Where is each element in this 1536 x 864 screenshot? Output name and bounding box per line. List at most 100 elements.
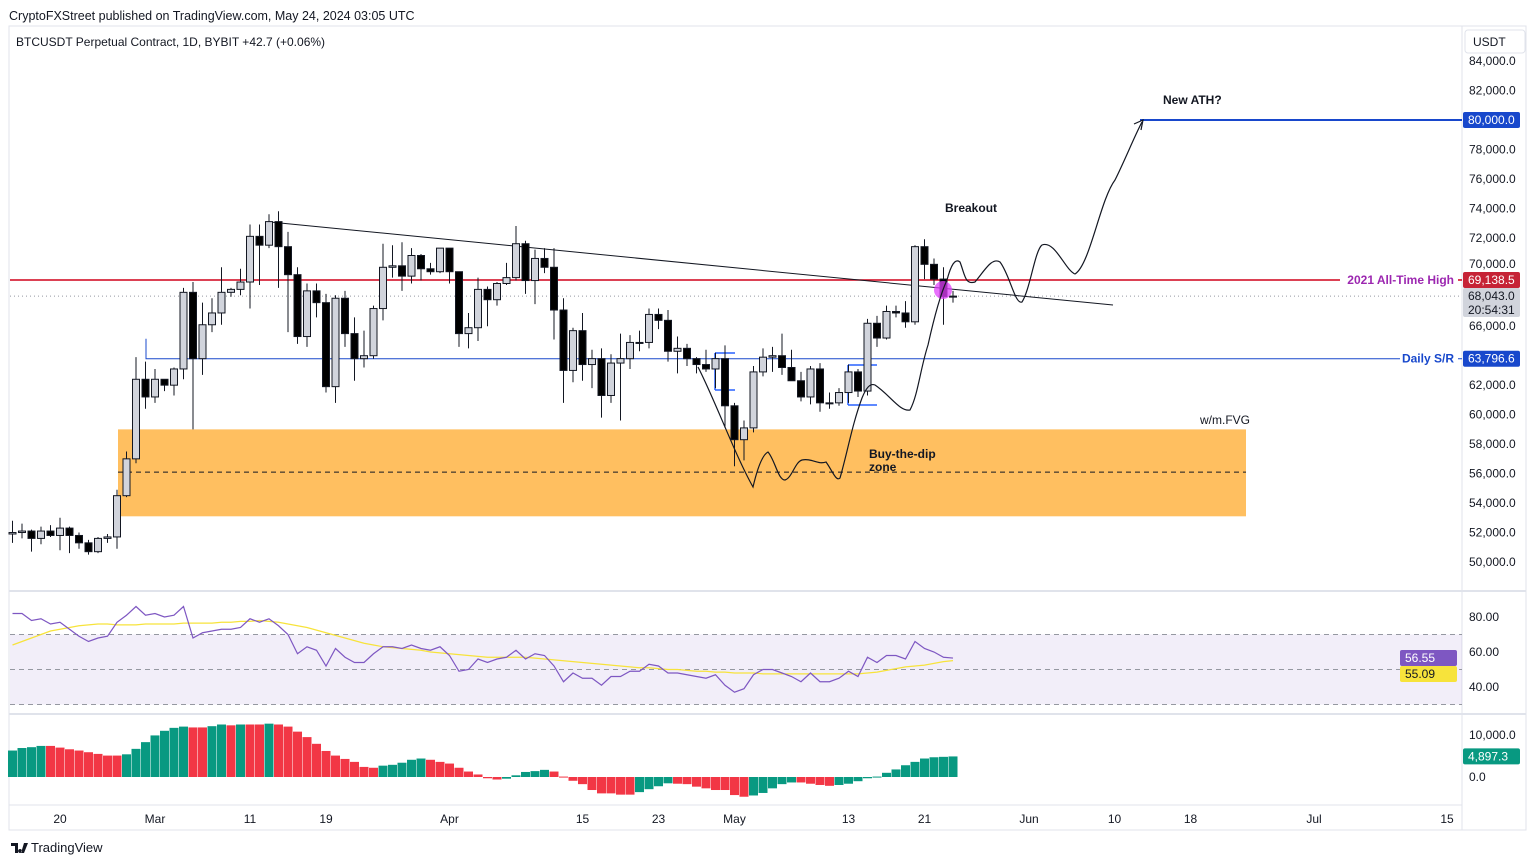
- candle[interactable]: [882, 305, 891, 340]
- candle[interactable]: [873, 315, 881, 347]
- candle[interactable]: [113, 489, 121, 549]
- candle[interactable]: [398, 242, 406, 291]
- candle[interactable]: [8, 520, 17, 543]
- candle[interactable]: [179, 287, 188, 380]
- candle[interactable]: [170, 367, 178, 396]
- candle[interactable]: [322, 293, 330, 393]
- candle[interactable]: [37, 526, 45, 545]
- candle[interactable]: [863, 318, 872, 396]
- candle[interactable]: [835, 388, 843, 406]
- candle[interactable]: [597, 348, 606, 418]
- candle[interactable]: [265, 214, 273, 249]
- candle[interactable]: [369, 305, 378, 359]
- candle[interactable]: [293, 267, 302, 344]
- candle[interactable]: [56, 517, 64, 551]
- candle[interactable]: [797, 371, 805, 402]
- candle[interactable]: [787, 349, 796, 382]
- candle[interactable]: [46, 525, 55, 537]
- candle[interactable]: [844, 364, 853, 403]
- candle[interactable]: [901, 301, 910, 328]
- candle[interactable]: [474, 277, 482, 341]
- candle[interactable]: [303, 283, 311, 347]
- candle[interactable]: [284, 231, 292, 333]
- candle[interactable]: [920, 239, 929, 280]
- candle[interactable]: [949, 290, 957, 303]
- candle[interactable]: [426, 262, 435, 275]
- candle[interactable]: [160, 378, 169, 392]
- candle[interactable]: [18, 523, 26, 539]
- candle[interactable]: [274, 211, 283, 288]
- rsi-ma-line[interactable]: [12, 619, 954, 675]
- candle[interactable]: [683, 343, 691, 367]
- candle[interactable]: [607, 354, 615, 403]
- candle[interactable]: [521, 240, 530, 294]
- candle[interactable]: [559, 298, 568, 403]
- buy-the-dip-zone[interactable]: [118, 429, 1246, 517]
- candle[interactable]: [616, 333, 625, 421]
- candle[interactable]: [141, 361, 150, 409]
- candle[interactable]: [502, 262, 511, 285]
- candle[interactable]: [236, 268, 245, 296]
- candle[interactable]: [360, 330, 368, 368]
- candle[interactable]: [673, 336, 682, 374]
- candle[interactable]: [654, 308, 663, 330]
- candle[interactable]: [84, 539, 93, 555]
- candle[interactable]: [255, 224, 264, 285]
- candle[interactable]: [702, 349, 710, 372]
- projected-price-path[interactable]: [697, 121, 1143, 489]
- candle[interactable]: [692, 357, 701, 374]
- descending-trendline[interactable]: [269, 221, 1114, 306]
- candle[interactable]: [493, 282, 501, 306]
- candle[interactable]: [417, 254, 425, 281]
- candle[interactable]: [341, 290, 349, 347]
- candle[interactable]: [388, 245, 397, 278]
- candle[interactable]: [483, 286, 492, 327]
- candle[interactable]: [778, 333, 786, 375]
- candle[interactable]: [825, 392, 834, 409]
- candle[interactable]: [246, 224, 254, 309]
- candle[interactable]: [436, 247, 444, 274]
- candle[interactable]: [151, 368, 159, 403]
- candle[interactable]: [531, 249, 539, 305]
- candle[interactable]: [645, 308, 653, 349]
- candle[interactable]: [550, 248, 558, 340]
- candle[interactable]: [132, 357, 140, 464]
- candle[interactable]: [512, 226, 520, 281]
- candle[interactable]: [721, 345, 729, 428]
- candle[interactable]: [27, 529, 36, 552]
- candle[interactable]: [749, 366, 758, 433]
- candle[interactable]: [588, 349, 596, 389]
- candle[interactable]: [768, 346, 777, 372]
- candle[interactable]: [94, 536, 102, 554]
- candle[interactable]: [217, 267, 226, 325]
- candle[interactable]: [816, 363, 824, 412]
- candle[interactable]: [854, 368, 862, 397]
- candle[interactable]: [540, 248, 549, 274]
- currency-button[interactable]: [1464, 29, 1526, 54]
- symbol-legend[interactable]: BTCUSDT Perpetual Contract, 1D, BYBIT +4…: [16, 35, 325, 49]
- candle[interactable]: [911, 245, 919, 325]
- candle[interactable]: [227, 287, 235, 297]
- candle[interactable]: [75, 532, 83, 549]
- candle[interactable]: [208, 298, 216, 333]
- candle[interactable]: [455, 271, 463, 347]
- rsi-line[interactable]: [12, 605, 954, 693]
- candle[interactable]: [122, 451, 131, 498]
- candle[interactable]: [189, 282, 197, 430]
- candle[interactable]: [740, 420, 748, 461]
- candle[interactable]: [578, 312, 587, 381]
- candle[interactable]: [635, 330, 644, 352]
- candle[interactable]: [930, 258, 938, 285]
- candle[interactable]: [103, 533, 112, 543]
- candle[interactable]: [445, 247, 454, 284]
- candle[interactable]: [806, 366, 815, 405]
- candle[interactable]: [711, 352, 720, 389]
- candle[interactable]: [464, 312, 473, 349]
- candle[interactable]: [198, 302, 207, 375]
- candle[interactable]: [350, 317, 359, 381]
- candle[interactable]: [892, 305, 900, 318]
- tradingview-logo[interactable]: TradingView: [11, 840, 103, 855]
- candle[interactable]: [730, 402, 739, 467]
- candle[interactable]: [759, 348, 767, 377]
